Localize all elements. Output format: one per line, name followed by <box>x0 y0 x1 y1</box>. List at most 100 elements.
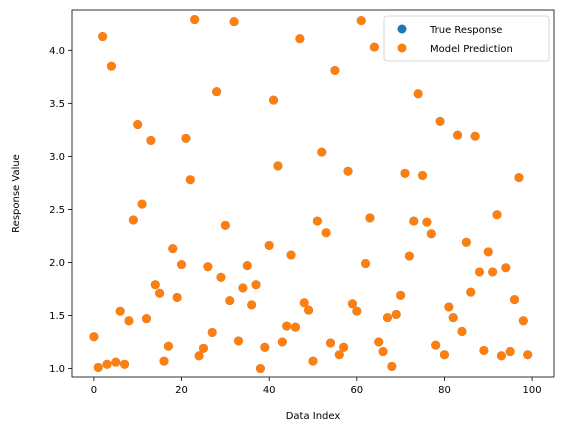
data-point <box>277 337 287 347</box>
data-point <box>510 295 520 305</box>
y-tick-label: 4.0 <box>49 46 65 57</box>
legend-label-true-response: True Response <box>429 25 502 36</box>
data-point <box>194 351 204 361</box>
data-point <box>282 321 292 331</box>
data-point <box>120 359 130 369</box>
data-point <box>382 313 392 323</box>
data-point <box>190 15 200 25</box>
data-point <box>286 250 296 260</box>
data-point <box>295 34 305 44</box>
data-point <box>273 161 283 171</box>
data-point <box>470 131 480 141</box>
data-point <box>444 302 454 312</box>
x-tick-label: 60 <box>350 385 363 396</box>
data-point <box>146 135 156 145</box>
data-point <box>102 359 112 369</box>
y-axis-label: Response Value <box>11 154 22 233</box>
data-point <box>181 133 191 143</box>
data-point <box>422 217 432 227</box>
data-point <box>317 147 327 157</box>
data-point <box>141 314 151 324</box>
data-point <box>492 210 502 220</box>
data-point <box>308 356 318 366</box>
data-point <box>163 341 173 351</box>
data-point <box>106 61 116 71</box>
data-point <box>251 280 261 290</box>
data-point <box>242 261 252 271</box>
data-point <box>439 350 449 360</box>
data-point <box>413 89 423 99</box>
data-point <box>356 16 366 26</box>
y-tick-label: 3.0 <box>49 152 65 163</box>
data-point <box>269 95 279 105</box>
data-point <box>304 305 314 315</box>
y-tick-label: 2.5 <box>49 205 65 216</box>
data-point <box>352 306 362 316</box>
data-point <box>479 345 489 355</box>
data-point <box>247 300 257 310</box>
legend-marker-model-prediction <box>397 43 407 53</box>
y-tick-label: 3.5 <box>49 99 65 110</box>
data-point <box>89 332 99 342</box>
data-point <box>220 220 230 230</box>
series-model-prediction <box>89 15 533 374</box>
data-point <box>216 272 226 282</box>
data-point <box>343 166 353 176</box>
data-point <box>133 120 143 130</box>
legend: True Response Model Prediction <box>383 15 550 62</box>
data-point <box>461 237 471 247</box>
data-point <box>255 364 265 374</box>
data-point <box>518 316 528 326</box>
data-point <box>264 240 274 250</box>
x-tick-label: 80 <box>438 385 451 396</box>
data-point <box>378 347 388 357</box>
plot-frame <box>71 9 555 378</box>
data-point <box>212 87 222 97</box>
data-point <box>396 290 406 300</box>
data-point <box>159 356 169 366</box>
data-point <box>391 309 401 319</box>
data-point <box>312 216 322 226</box>
legend-marker-true-response <box>397 24 407 34</box>
data-point <box>172 292 182 302</box>
data-point <box>168 244 178 254</box>
data-point <box>453 130 463 140</box>
data-point <box>404 251 414 261</box>
data-point <box>361 259 371 269</box>
data-point <box>418 170 428 180</box>
series-true-response <box>89 15 533 374</box>
x-tick-label: 40 <box>263 385 276 396</box>
data-point <box>229 17 239 27</box>
data-point <box>409 216 419 226</box>
y-tick-label: 1.5 <box>49 311 65 322</box>
x-tick-label: 20 <box>175 385 188 396</box>
data-point <box>339 342 349 352</box>
data-point <box>128 215 138 225</box>
data-point <box>448 313 458 323</box>
x-axis-ticks: 0 20 40 60 80 100 <box>91 377 542 396</box>
data-point <box>225 296 235 306</box>
data-point <box>466 287 476 297</box>
data-point <box>347 299 357 309</box>
data-point <box>334 350 344 360</box>
y-axis-ticks: 1.0 1.5 2.0 2.5 3.0 3.5 4.0 <box>49 46 72 375</box>
data-point <box>369 42 379 52</box>
data-point <box>137 199 147 209</box>
data-point <box>124 316 134 326</box>
data-point <box>475 267 485 277</box>
data-point <box>290 322 300 332</box>
y-tick-label: 2.0 <box>49 258 65 269</box>
data-point <box>93 362 103 372</box>
data-point <box>111 357 121 367</box>
data-point <box>387 361 397 371</box>
data-point <box>483 247 493 257</box>
data-point <box>523 350 533 360</box>
data-point <box>488 267 498 277</box>
data-point <box>207 327 217 337</box>
plot-area <box>71 9 555 378</box>
data-point <box>501 263 511 273</box>
data-point <box>238 283 248 293</box>
data-point <box>150 280 160 290</box>
data-point <box>457 326 467 336</box>
